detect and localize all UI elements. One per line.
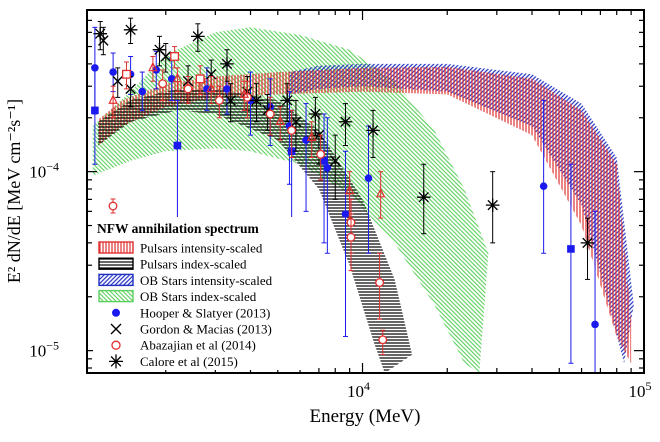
band-ob-stars-index-scaled [92,27,489,373]
data-point [191,23,205,52]
plot-frame [86,9,645,374]
data-point [112,67,124,98]
data-point [206,76,216,105]
legend-marker [109,354,123,369]
series-abazajian-et-al-2014-squares [122,46,205,95]
y-axis-label: E² dN/dE [MeV cm⁻²s⁻¹] [4,99,24,283]
data-point [203,67,211,111]
data-point [93,20,108,51]
data-point [306,121,317,158]
data-point [567,163,575,364]
data-point [280,83,294,123]
data-point [170,46,180,69]
data-point [265,96,275,136]
data-point [158,69,168,101]
legend: NFW annihilation spectrum Pulsars intens… [93,217,313,370]
data-point [239,80,250,111]
data-point [98,26,109,56]
data-point [108,85,118,119]
data-point [591,210,599,373]
data-point [485,171,500,244]
x-axis-label: Energy (MeV) [310,406,421,427]
data-point [416,163,431,235]
legend-label: Gordon & Macias (2013) [140,322,272,337]
legend-title: NFW annihilation spectrum [97,221,260,236]
data-point [138,71,147,111]
legend-label: Hooper & Slatyer (2013) [140,305,270,320]
data-point [108,198,118,214]
legend-swatch [98,273,134,287]
data-point [316,134,326,181]
data-point [344,171,355,219]
data-point [375,252,385,320]
y-tick-label: 10−4 [29,160,59,182]
data-point [148,55,158,82]
legend-item-calore-et-al-2015: Calore et al (2015) [109,354,238,369]
legend-swatch [98,257,134,270]
legend-label: Calore et al (2015) [140,354,238,369]
legend-item-ob-stars-index-scaled: OB Stars index-scaled [98,289,257,304]
points-layer [91,17,599,373]
legend-marker [111,340,121,350]
data-point [152,35,167,67]
legend-label: OB Stars intensity-scaled [140,273,273,288]
data-point [364,125,373,254]
legend-label: Pulsars intensity-scaled [140,241,263,256]
legend-marker [112,308,120,317]
data-point [220,49,234,82]
legend-item-hooper-and-slatyer-2013: Hooper & Slatyer (2013) [112,305,270,320]
data-point [275,106,285,141]
data-point [195,65,205,95]
data-point [249,83,264,123]
data-point [172,67,183,93]
series-abazajian-et-al-2014-triangles [108,55,386,219]
data-point [308,96,323,136]
data-point [323,117,332,254]
data-point [183,76,193,105]
data-point [539,99,548,254]
x-tick-label: 104 [347,379,370,401]
data-point [122,61,131,90]
legend-item-pulsars-index-scaled: Pulsars index-scaled [98,257,247,272]
data-point [341,150,350,337]
legend-item-gordon-and-macias-2013: Gordon & Macias (2013) [110,322,272,337]
legend-label: Pulsars index-scaled [140,257,247,272]
data-point [214,85,224,119]
data-point [378,329,388,356]
legend-swatch [98,241,134,254]
legend-item-abazajian-et-al-2014: Abazajian et al (2014) [111,338,256,353]
series-calore-et-al-2015 [93,17,595,280]
data-point [366,109,380,158]
x-tick-label: 105 [629,379,652,401]
legend-marker [110,323,122,335]
legend-label: Abazajian et al (2014) [140,338,256,353]
data-point [338,103,353,146]
data-point [302,103,310,212]
data-point [225,83,236,123]
legend-item-pulsars-intensity-scaled: Pulsars intensity-scaled [98,241,263,256]
data-point [580,217,595,280]
data-point [375,171,386,219]
data-point [287,109,297,158]
data-point [123,17,138,44]
legend-item-ob-stars-intensity-scaled: OB Stars intensity-scaled [98,273,273,288]
data-point [346,213,356,272]
legend-swatch [98,289,134,303]
data-point [290,99,302,152]
y-tick-label: 10−5 [29,339,59,361]
data-point [91,67,99,165]
data-point [320,113,328,244]
legend-label: OB Stars index-scaled [140,289,257,304]
data-point [329,134,341,200]
